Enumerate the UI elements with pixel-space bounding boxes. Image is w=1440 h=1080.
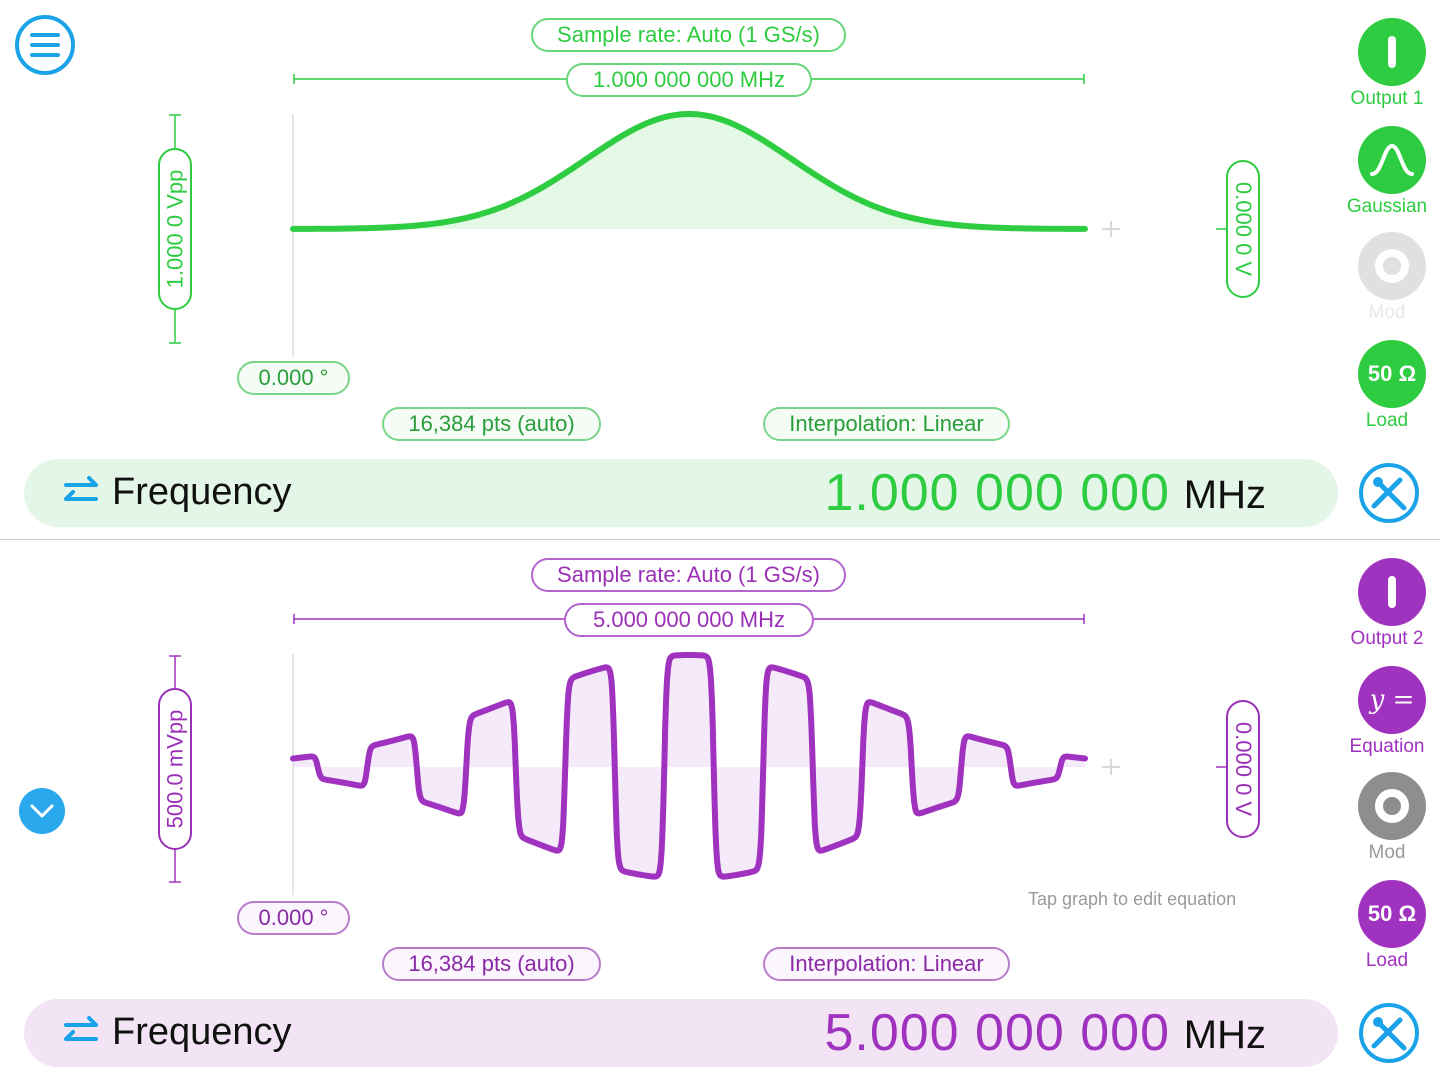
ch2-amplitude-pill[interactable]: 500.0 mVpp: [158, 688, 192, 850]
ch1-sample-rate-pill[interactable]: Sample rate: Auto (1 GS/s): [531, 18, 846, 52]
ch2-output-button[interactable]: [1358, 558, 1426, 626]
ch2-frequency-value[interactable]: 5.000 000 000: [824, 1004, 1170, 1062]
ch1-frequency-bar[interactable]: Frequency 1.000 000 000 MHz: [24, 459, 1338, 527]
graph-end-marker: [1102, 759, 1120, 775]
gaussian-wave-icon: [1370, 143, 1414, 176]
ch1-output-button[interactable]: [1358, 18, 1426, 86]
ch1-load-label: Load: [1365, 410, 1409, 431]
equation-wave-trace: [290, 652, 1088, 880]
hamburger-menu-icon: [15, 15, 75, 75]
gaussian-wave-trace: [290, 111, 1088, 232]
ch1-settings-button[interactable]: [1358, 462, 1420, 524]
equation-wave-fill: [293, 655, 1085, 877]
ch2-output-label: Output 2: [1350, 628, 1424, 649]
gaussian-wave-fill: [293, 114, 1085, 229]
ch2-amplitude-value: 500.0 mVpp: [162, 709, 188, 829]
ch2-load-button[interactable]: 50 Ω: [1358, 880, 1426, 948]
ch1-output-label: Output 1: [1350, 88, 1424, 109]
ch1-interpolation-pill[interactable]: Interpolation: Linear: [763, 407, 1010, 441]
ch2-settings-button[interactable]: [1358, 1002, 1420, 1064]
mod-ring-icon: [1375, 789, 1409, 823]
mod-ring-icon: [1375, 249, 1409, 283]
ch1-load-value: 50 Ω: [1367, 361, 1417, 386]
ch2-frequency-label: Frequency: [112, 1011, 292, 1053]
swap-arrows-icon[interactable]: [62, 1013, 102, 1053]
ch2-frequency-bar[interactable]: Frequency 5.000 000 000 MHz: [24, 999, 1338, 1067]
ch2-frequency-unit[interactable]: MHz: [1183, 1013, 1266, 1057]
ch1-frequency-label: Frequency: [112, 471, 292, 513]
equation-icon: y =: [1369, 685, 1415, 715]
ch2-points-pill[interactable]: 16,384 pts (auto): [382, 947, 601, 981]
ch1-frequency-unit[interactable]: MHz: [1183, 473, 1266, 517]
ch2-phase-pill[interactable]: 0.000 °: [237, 901, 350, 935]
ch2-hint-text: Tap graph to edit equation: [1028, 889, 1237, 909]
ch2-offset-value: 0.000 0 V: [1231, 721, 1256, 817]
ch1-amplitude-pill[interactable]: 1.000 0 Vpp: [158, 148, 192, 310]
ch2-load-label: Load: [1365, 950, 1409, 971]
ch2-interpolation-pill[interactable]: Interpolation: Linear: [763, 947, 1010, 981]
ch1-load-button[interactable]: 50 Ω: [1358, 340, 1426, 408]
ch2-load-value: 50 Ω: [1367, 901, 1417, 926]
ch1-mod-label: Mod: [1368, 302, 1406, 323]
ch1-mod-button[interactable]: [1358, 232, 1426, 300]
ch1-frequency-span-pill[interactable]: 1.000 000 000 MHz: [566, 63, 812, 97]
tools-icon: [1359, 463, 1419, 523]
ch1-offset-pill[interactable]: 0.000 0 V: [1226, 160, 1260, 298]
ch1-frequency-value[interactable]: 1.000 000 000: [824, 464, 1170, 522]
menu-button[interactable]: [14, 14, 76, 76]
ch2-frequency-span-pill[interactable]: 5.000 000 000 MHz: [564, 603, 814, 637]
ch1-waveform-label: Gaussian: [1346, 196, 1428, 217]
power-icon: [1388, 576, 1396, 608]
chevron-down-icon: [30, 804, 54, 818]
ch1-waveform-button[interactable]: [1358, 126, 1426, 194]
channel-divider: [0, 539, 1440, 540]
ch2-mod-button[interactable]: [1358, 772, 1426, 840]
ch2-collapse-button[interactable]: [19, 788, 65, 834]
ch2-waveform-label: Equation: [1349, 736, 1425, 757]
ch2-sample-rate-pill[interactable]: Sample rate: Auto (1 GS/s): [531, 558, 846, 592]
tools-icon: [1359, 1003, 1419, 1063]
swap-arrows-icon[interactable]: [62, 473, 102, 513]
ch1-phase-pill[interactable]: 0.000 °: [237, 361, 350, 395]
ch2-offset-pill[interactable]: 0.000 0 V: [1226, 700, 1260, 838]
power-icon: [1388, 36, 1396, 68]
graph-end-marker: [1102, 221, 1120, 237]
ch1-points-pill[interactable]: 16,384 pts (auto): [382, 407, 601, 441]
ch2-waveform-button[interactable]: y =: [1358, 666, 1426, 734]
ch2-mod-label: Mod: [1368, 842, 1406, 863]
